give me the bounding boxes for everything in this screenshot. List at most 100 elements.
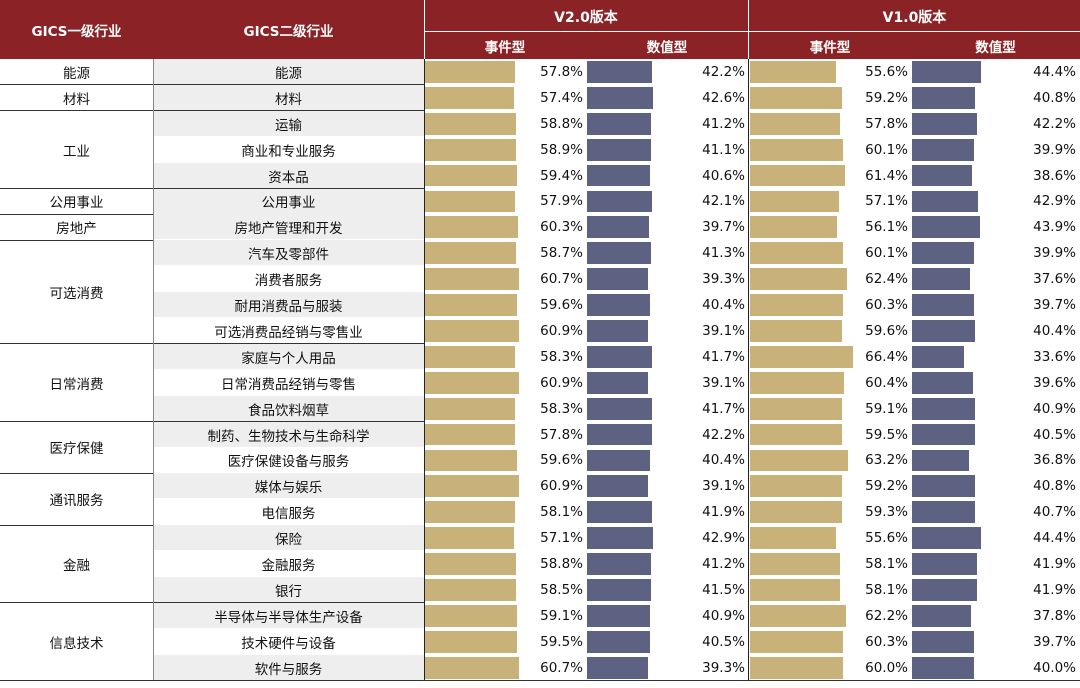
v2-value-value: 41.5% bbox=[702, 581, 745, 598]
v1-event-value: 60.3% bbox=[865, 297, 908, 314]
v2-value-value: 42.1% bbox=[702, 193, 745, 210]
v2-value-value: 42.6% bbox=[702, 89, 745, 106]
v2-event-value: 58.3% bbox=[540, 348, 583, 365]
v2-value-value: 41.3% bbox=[702, 245, 745, 262]
subindustry-label: 家庭与个人用品 bbox=[241, 350, 336, 367]
v2-value-bar bbox=[587, 345, 652, 368]
v2-value-value: 40.5% bbox=[702, 633, 745, 650]
v1-value-value: 39.6% bbox=[1033, 374, 1076, 391]
v1-event-value: 63.2% bbox=[865, 452, 908, 469]
v2-value-bar bbox=[587, 61, 653, 83]
v2-value-bar bbox=[587, 527, 654, 550]
row-stripe bbox=[153, 188, 424, 214]
subindustry-label: 日常消费品经销与零售 bbox=[221, 376, 356, 393]
v1-event-value: 66.4% bbox=[865, 348, 908, 365]
v2-header: V2.0版本 bbox=[554, 10, 618, 26]
v1-value-bar bbox=[912, 501, 976, 524]
v1-value-value: 36.8% bbox=[1033, 452, 1076, 469]
subindustry-label: 能源 bbox=[275, 65, 302, 82]
v2-event-bar bbox=[425, 345, 516, 368]
v1-value-bar bbox=[912, 190, 979, 213]
subindustry-label: 公用事业 bbox=[261, 195, 316, 212]
subindustry-label: 技术硬件与设备 bbox=[241, 635, 336, 652]
v2-event-bar bbox=[425, 475, 520, 498]
v1-event-bar bbox=[750, 501, 842, 524]
v2-value-value: 39.3% bbox=[702, 659, 745, 676]
v1-value-bar bbox=[912, 294, 974, 316]
v1-event-bar bbox=[750, 397, 842, 420]
v2-event-bar bbox=[425, 268, 520, 291]
v2-event-bar bbox=[425, 553, 517, 575]
v2-value-value: 39.1% bbox=[702, 374, 745, 391]
v2-event-bar bbox=[425, 371, 520, 394]
v2-event-value: 59.6% bbox=[540, 452, 583, 469]
v2-value-bar bbox=[587, 656, 648, 679]
v1-value-value: 42.2% bbox=[1033, 115, 1076, 132]
v1-value-value: 44.4% bbox=[1033, 530, 1076, 547]
v1-event-bar bbox=[750, 268, 847, 291]
v1-value-value: 39.7% bbox=[1033, 633, 1076, 650]
v2-event-header: 事件型 bbox=[484, 40, 526, 56]
row-stripe bbox=[153, 214, 424, 240]
v1-value-value: 39.7% bbox=[1033, 297, 1076, 314]
v1-value-bar bbox=[912, 604, 971, 627]
v2-value-value: 39.7% bbox=[702, 219, 745, 236]
v2-value-value: 42.9% bbox=[702, 530, 745, 547]
industry-label: 通讯服务 bbox=[49, 493, 104, 510]
row-stripe bbox=[153, 473, 424, 499]
v2-value-value: 42.2% bbox=[702, 426, 745, 443]
v1-header: V1.0版本 bbox=[882, 10, 947, 26]
subindustry-label: 电信服务 bbox=[261, 506, 316, 523]
v1-value-value: 39.9% bbox=[1033, 141, 1076, 158]
v1-event-value: 59.3% bbox=[865, 504, 908, 521]
v2-event-value: 57.1% bbox=[540, 530, 583, 547]
v1-event-bar bbox=[750, 604, 847, 627]
row-stripe bbox=[153, 162, 424, 188]
v2-event-bar bbox=[425, 630, 518, 653]
v2-event-bar bbox=[425, 112, 517, 135]
row-stripe bbox=[153, 525, 424, 551]
industry-label: 材料 bbox=[63, 91, 90, 108]
v1-event-value: 58.1% bbox=[865, 581, 908, 598]
v2-event-bar bbox=[425, 164, 518, 187]
v1-value-value: 40.8% bbox=[1033, 89, 1076, 106]
v2-value-bar bbox=[587, 320, 648, 342]
v1-value-bar bbox=[912, 320, 975, 342]
v1-value-value: 37.8% bbox=[1033, 607, 1076, 624]
v2-value-bar bbox=[587, 216, 649, 239]
v1-value-bar bbox=[912, 656, 974, 679]
v2-value-bar bbox=[587, 553, 651, 575]
v1-event-bar bbox=[750, 294, 844, 316]
v1-event-value: 59.6% bbox=[865, 322, 908, 339]
v1-value-bar bbox=[912, 268, 971, 291]
v1-value-value: 38.6% bbox=[1033, 167, 1076, 184]
v1-event-bar bbox=[750, 449, 848, 472]
v1-event-bar bbox=[750, 190, 839, 213]
v1-event-bar bbox=[750, 216, 837, 239]
v2-event-bar bbox=[425, 216, 519, 239]
v1-value-bar bbox=[912, 164, 972, 187]
industry-label: 房地产 bbox=[56, 221, 97, 238]
v1-event-bar bbox=[750, 320, 843, 342]
v2-event-bar bbox=[425, 423, 515, 446]
header-divider bbox=[748, 0, 749, 59]
v1-event-bar bbox=[750, 656, 843, 679]
v2-value-bar bbox=[587, 449, 650, 472]
v1-value-header: 数值型 bbox=[975, 40, 1016, 56]
v1-event-value: 60.0% bbox=[865, 659, 908, 676]
v1-value-bar bbox=[912, 371, 974, 394]
v2-value-value: 41.1% bbox=[702, 141, 745, 158]
v2-event-bar bbox=[425, 501, 516, 524]
subindustry-label: 运输 bbox=[275, 117, 302, 134]
v1-value-value: 42.9% bbox=[1033, 193, 1076, 210]
v2-value-bar bbox=[587, 190, 653, 213]
v1-value-value: 43.9% bbox=[1033, 219, 1076, 236]
v1-value-bar bbox=[912, 475, 976, 498]
v1-value-bar bbox=[912, 216, 981, 239]
v2-event-bar bbox=[425, 86, 514, 109]
v2-value-value: 40.9% bbox=[702, 607, 745, 624]
v2-event-value: 60.9% bbox=[540, 374, 583, 391]
column-divider bbox=[748, 59, 749, 681]
subindustry-label: 半导体与半导体生产设备 bbox=[214, 609, 363, 626]
v2-value-value: 40.6% bbox=[702, 167, 745, 184]
